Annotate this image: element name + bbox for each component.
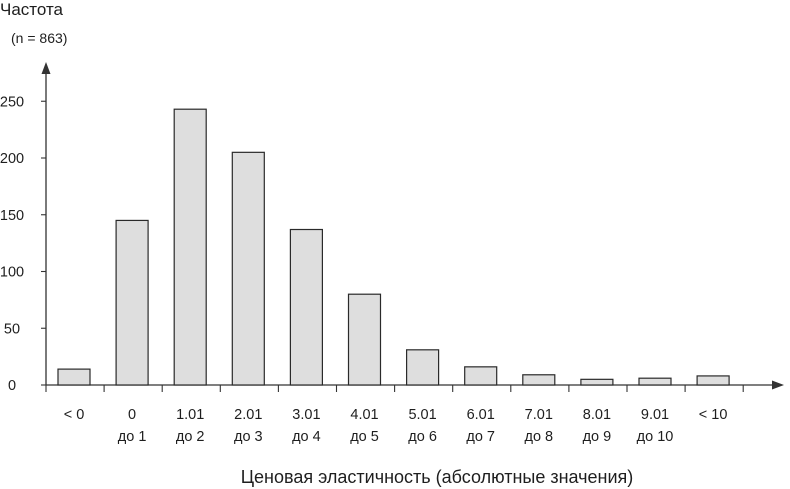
chart-title: Частота: [0, 0, 64, 19]
axes: [41, 62, 784, 390]
x-tick-label-line2: до 3: [234, 429, 263, 445]
bars: [57, 108, 730, 386]
histogram-bar: [638, 377, 672, 386]
histogram-bar: [231, 151, 265, 386]
histogram-bar: [522, 374, 556, 386]
y-axis-arrow: [41, 62, 51, 74]
x-tick-label-line1: 4.01: [350, 407, 378, 423]
y-tick-label: 0: [8, 378, 16, 394]
x-tick-label-line1: 8.01: [583, 407, 611, 423]
x-tick-label-line1: 6.01: [467, 407, 495, 423]
x-tick-label-line2: до 1: [118, 429, 147, 445]
y-tick-label: 50: [4, 321, 20, 337]
x-tick-label-line2: до 4: [292, 429, 321, 445]
histogram-bar: [347, 293, 382, 386]
x-tick-label-line1: 9.01: [641, 407, 669, 423]
x-axis-title: Ценовая эластичность (абсолютные значени…: [241, 467, 634, 487]
x-tick-label-line2: до 2: [176, 429, 205, 445]
y-tick-label: 150: [0, 208, 24, 224]
x-axis-arrow: [772, 380, 784, 390]
histogram-bar: [289, 228, 323, 386]
histogram-bar: [115, 219, 149, 386]
histogram-bar: [406, 349, 440, 386]
histogram-bar: [580, 378, 614, 386]
histogram-bar: [464, 366, 498, 386]
y-tick-label: 100: [0, 265, 24, 281]
x-tick-label-line1: < 10: [699, 407, 728, 423]
x-tick-label-line2: до 9: [583, 429, 612, 445]
chart-subtitle: (n = 863): [11, 30, 67, 46]
x-tick-label-line1: 5.01: [408, 407, 436, 423]
x-tick-label-line1: 1.01: [176, 407, 204, 423]
histogram-bar: [57, 368, 91, 386]
x-tick-label-line2: до 7: [466, 429, 495, 445]
x-tick-label-line2: до 6: [408, 429, 437, 445]
histogram-bar: [696, 375, 730, 386]
x-tick-label-line2: до 8: [524, 429, 553, 445]
histogram-bar: [173, 108, 207, 386]
y-axis-ticks: 0 50 100 150 200 250: [0, 94, 46, 394]
y-tick-label: 200: [0, 151, 24, 167]
x-axis-ticks: < 0 0 до 1 1.01 до 2 2.01 до 3 3.01 до 4 4.01 до 5…: [45, 385, 744, 445]
x-tick-label-line1: 0: [128, 407, 136, 423]
x-tick-label-line1: 3.01: [292, 407, 320, 423]
x-tick-label-line2: до 5: [350, 429, 379, 445]
x-tick-label-line2: до 10: [637, 429, 674, 445]
x-tick-label-line1: 7.01: [525, 407, 553, 423]
x-tick-label-line1: 2.01: [234, 407, 262, 423]
x-tick-label-line1: < 0: [64, 407, 85, 423]
y-tick-label: 250: [0, 94, 24, 110]
